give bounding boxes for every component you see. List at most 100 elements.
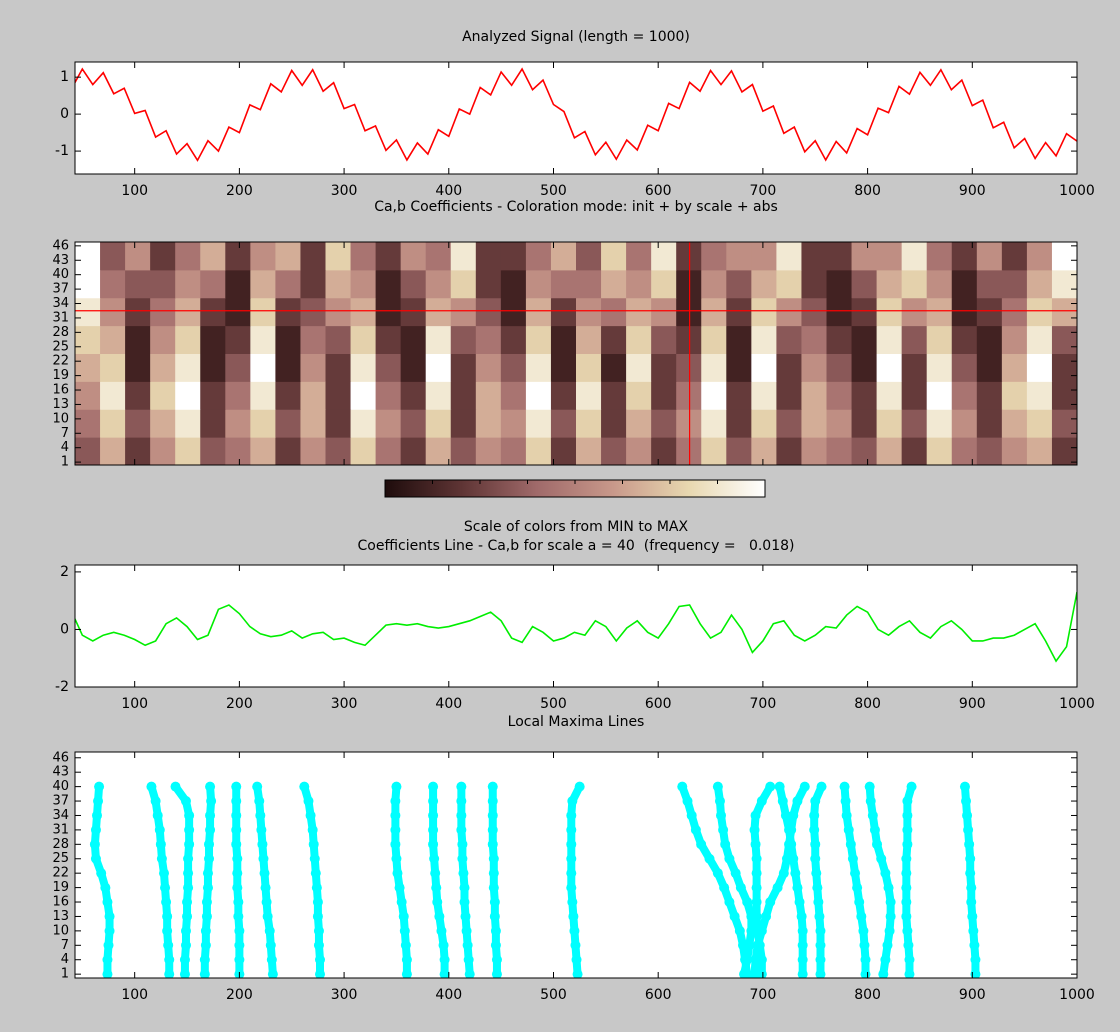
- coefficient-cell: [901, 325, 928, 354]
- coefficient-cell: [701, 353, 727, 382]
- coefficient-cell: [450, 381, 477, 410]
- maxima-point: [765, 781, 776, 792]
- coefficient-cell: [651, 242, 677, 271]
- maxima-point: [163, 940, 174, 951]
- coefficient-cell: [325, 437, 352, 465]
- maxima-point: [790, 868, 801, 879]
- coefficient-cell: [751, 381, 777, 410]
- coefficient-cell: [951, 437, 978, 465]
- maxima-point: [488, 853, 499, 864]
- maxima-point: [786, 839, 797, 850]
- coefficient-cell: [851, 381, 878, 410]
- coefficient-cell: [826, 325, 853, 354]
- maxima-point: [794, 897, 805, 908]
- x-tick-label: 100: [121, 987, 148, 1003]
- coefficient-cell: [275, 353, 301, 382]
- maxima-point: [464, 969, 475, 978]
- maxima-point: [432, 897, 443, 908]
- maxima-point: [797, 940, 808, 951]
- coefficient-cell: [901, 297, 928, 327]
- maxima-point: [199, 969, 210, 978]
- coefficient-cell: [676, 353, 702, 382]
- maxima-point: [265, 940, 276, 951]
- maxima-point: [961, 796, 972, 807]
- coefficient-cell: [175, 297, 201, 327]
- maxima-point: [315, 954, 326, 965]
- y-tick-label: 25: [52, 339, 69, 354]
- coefficient-cell: [325, 269, 352, 299]
- coefficient-cell: [525, 269, 552, 299]
- y-tick-label: 34: [52, 296, 69, 311]
- maxima-point: [259, 868, 270, 879]
- coefficient-cell: [801, 242, 827, 271]
- coefficient-cell: [300, 437, 326, 465]
- maxima-point: [719, 882, 730, 893]
- x-tick-label: 500: [540, 696, 567, 712]
- coefficient-cell: [876, 325, 903, 354]
- x-tick-label: 300: [331, 987, 358, 1003]
- coefficient-cell: [1051, 242, 1077, 271]
- coefficient-cell: [300, 409, 326, 438]
- maxima-point: [392, 868, 403, 879]
- coefficient-cell: [250, 437, 276, 465]
- coefficient-cell: [125, 269, 151, 299]
- coefficient-cell: [125, 242, 151, 271]
- coefficient-cell: [876, 242, 903, 271]
- y-tick-label: 19: [52, 880, 69, 895]
- maxima-point: [310, 868, 321, 879]
- maxima-point: [686, 810, 697, 821]
- maxima-point: [572, 969, 583, 978]
- maxima-point: [307, 824, 318, 835]
- maxima-point: [489, 897, 500, 908]
- maxima-point: [231, 824, 242, 835]
- maxima-point: [429, 853, 440, 864]
- maxima-point: [813, 897, 824, 908]
- maxima-point: [750, 839, 761, 850]
- x-tick-label: 900: [959, 987, 986, 1003]
- maxima-point: [487, 839, 498, 850]
- maxima-point: [390, 839, 401, 850]
- coefficient-cell: [225, 325, 251, 354]
- maxima-point: [252, 781, 263, 792]
- coefficient-cell: [200, 242, 226, 271]
- coefficient-cell: [1051, 269, 1077, 299]
- coefficient-cell: [576, 297, 602, 327]
- maxima-point: [902, 796, 913, 807]
- coefficient-cell: [325, 381, 352, 410]
- colorbar-label: Scale of colors from MIN to MAX: [464, 519, 689, 535]
- coefficient-cell: [500, 437, 527, 465]
- maxima-point: [457, 839, 468, 850]
- coefficient-cell: [225, 269, 251, 299]
- coefficient-cell: [450, 297, 477, 327]
- coefficient-cell: [901, 381, 928, 410]
- coefficient-cell: [150, 242, 176, 271]
- y-tick-label: 4: [61, 952, 69, 967]
- maxima-point: [184, 839, 195, 850]
- maxima-point: [816, 781, 827, 792]
- coefficient-cell: [776, 353, 802, 382]
- coefficient-cell: [576, 409, 602, 438]
- maxima-point: [734, 925, 745, 936]
- maxima-point: [965, 868, 976, 879]
- y-tick-label: 40: [52, 779, 69, 794]
- maxima-point: [490, 940, 501, 951]
- coefficient-cell: [951, 297, 978, 327]
- maxima-point: [231, 796, 242, 807]
- coefficient-cell: [400, 242, 427, 271]
- coefficient-cell: [350, 381, 377, 410]
- coefficient-cell: [400, 409, 427, 438]
- plot-area: [75, 242, 1077, 465]
- maxima-point: [850, 868, 861, 879]
- maxima-point: [428, 810, 439, 821]
- coefficient-cell: [325, 297, 352, 327]
- coefficient-cell: [375, 409, 402, 438]
- coefficient-cell: [250, 409, 276, 438]
- axes-background: [75, 62, 1077, 174]
- coefficient-cell: [576, 269, 602, 299]
- maxima-point: [739, 969, 750, 978]
- coefficient-cell: [325, 325, 352, 354]
- maxima-point: [267, 969, 278, 978]
- maxima-point: [718, 824, 729, 835]
- maxima-point: [712, 868, 723, 879]
- coefficient-cell: [726, 325, 752, 354]
